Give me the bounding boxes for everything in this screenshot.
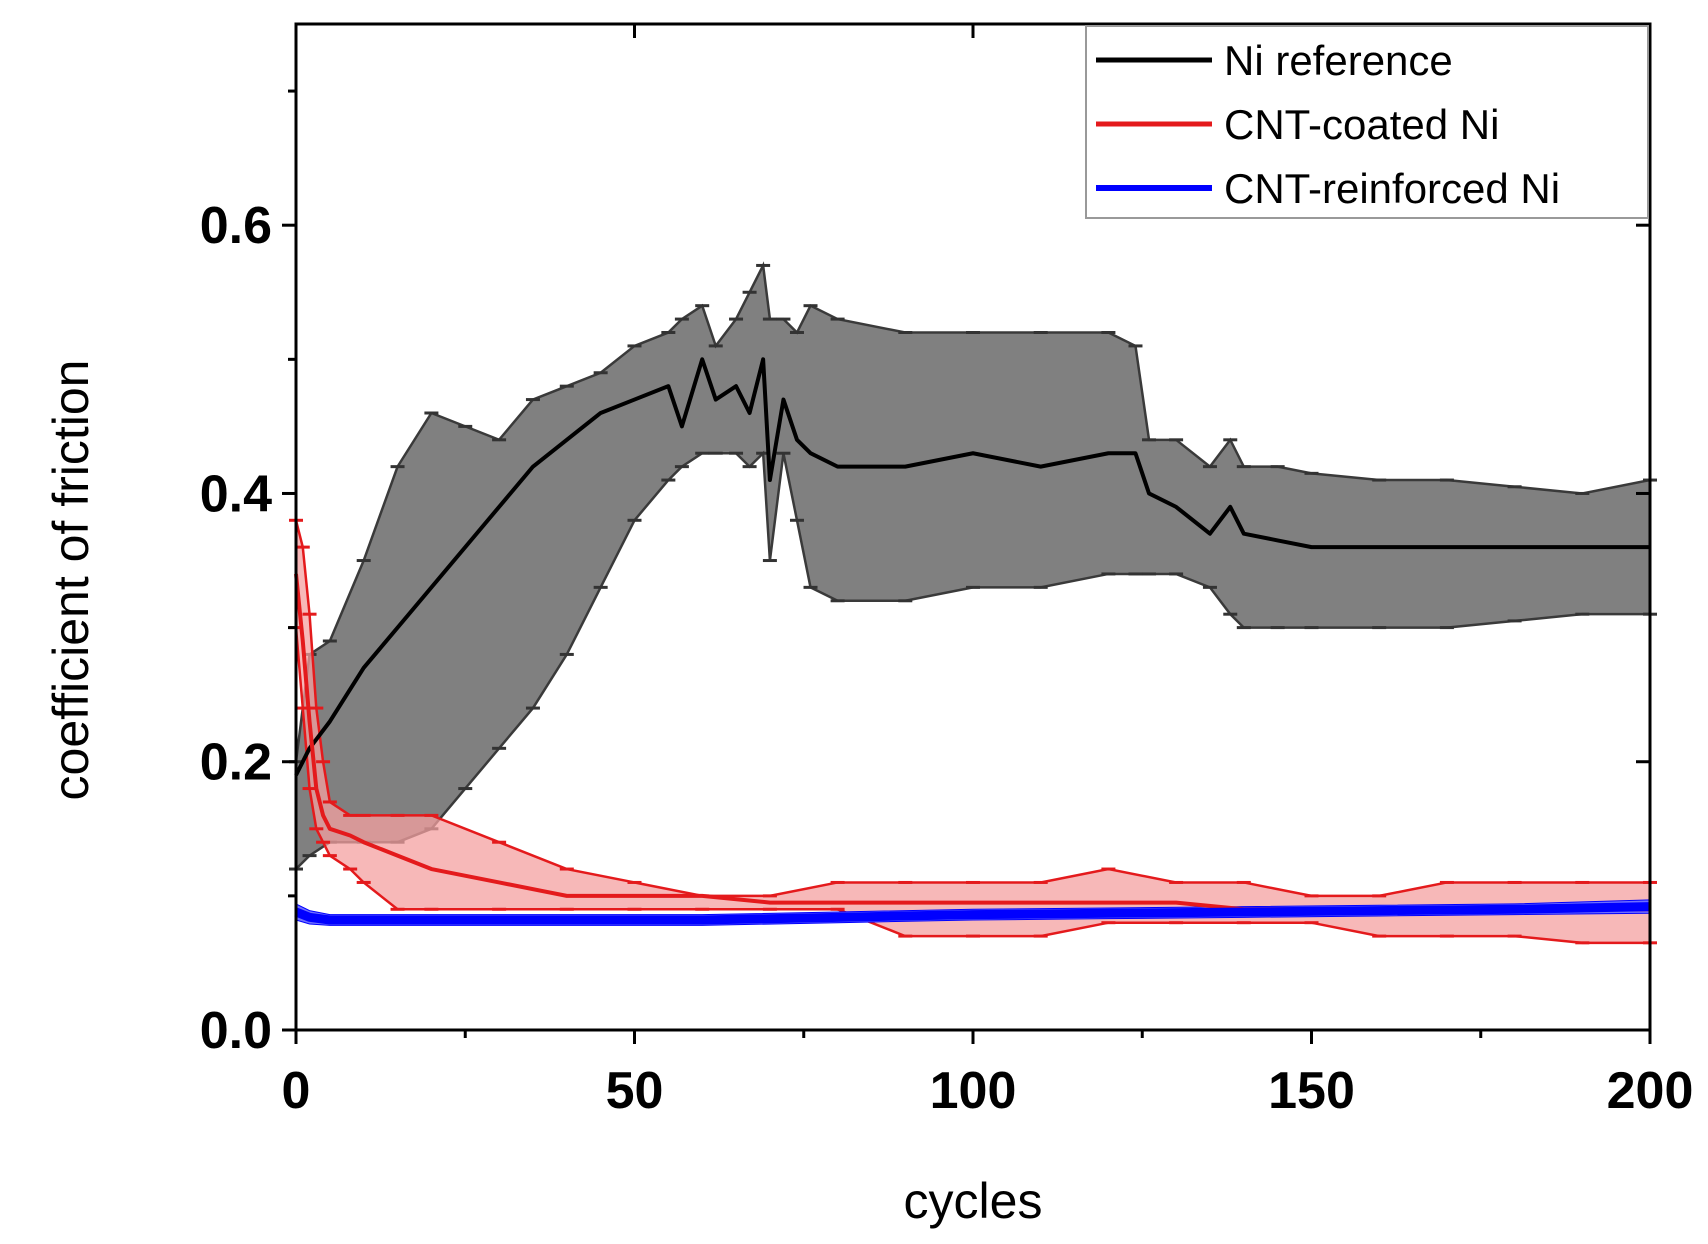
y-tick-label: 0.6: [200, 197, 272, 255]
ni-reference-legend-label: Ni reference: [1224, 37, 1453, 84]
y-axis-title: coefficient of friction: [43, 360, 99, 801]
y-tick-label: 0.4: [200, 465, 272, 523]
cnt-coated-ni-legend-label: CNT-coated Ni: [1224, 101, 1499, 148]
cnt-reinforced-ni-legend-label: CNT-reinforced Ni: [1224, 165, 1560, 212]
y-tick-label: 0.2: [200, 734, 272, 792]
x-axis-title: cycles: [904, 1173, 1043, 1229]
x-tick-labels: 0 50 100 150 200: [282, 1062, 1694, 1120]
x-tick-label: 0: [282, 1062, 311, 1120]
x-tick-label: 100: [930, 1062, 1017, 1120]
cnt-reinforced-ni-line: [294, 902, 1651, 925]
x-tick-label: 50: [606, 1062, 664, 1120]
legend: Ni reference CNT-coated Ni CNT-reinforced …: [1085, 25, 1649, 219]
x-tick-label: 150: [1268, 1062, 1355, 1120]
ni-reference-line: [294, 357, 1650, 777]
y-tick-label: 0.0: [200, 1002, 272, 1060]
y-tick-labels: 0.0 0.2 0.4 0.6: [200, 197, 272, 1060]
axis-ticks: [282, 24, 1652, 1044]
series-lines: [294, 357, 1651, 925]
x-tick-label: 200: [1607, 1062, 1694, 1120]
